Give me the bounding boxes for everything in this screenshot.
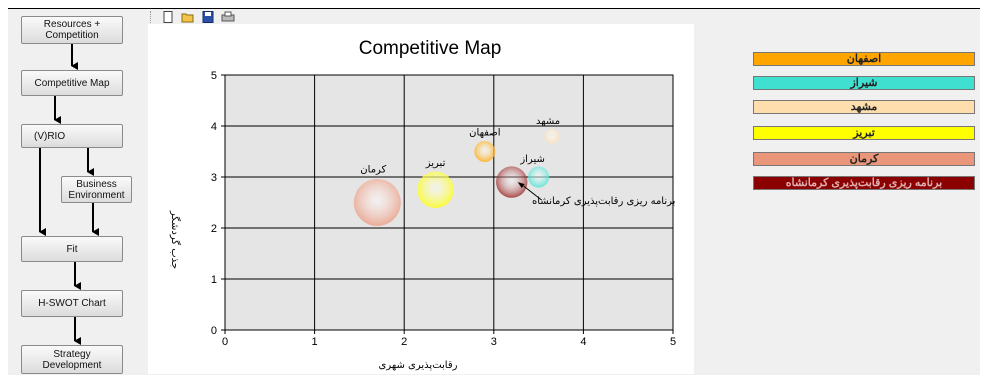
legend-item: شیراز — [753, 76, 975, 90]
open-folder-icon[interactable] — [181, 11, 195, 23]
point-label: اصفهان — [469, 128, 500, 139]
y-tick-label: 5 — [211, 70, 217, 82]
x-tick-label: 5 — [670, 336, 676, 348]
x-tick-label: 3 — [491, 336, 497, 348]
point-bubble — [474, 141, 495, 162]
point-bubble — [354, 179, 401, 226]
x-tick-label: 2 — [401, 336, 407, 348]
x-tick-label: 0 — [222, 336, 228, 348]
chart-title: Competitive Map — [359, 38, 502, 59]
point-bubble — [417, 171, 454, 208]
point-bubble — [545, 129, 560, 144]
legend-item: اصفهان — [753, 52, 975, 66]
flow-arrows — [0, 0, 150, 378]
point-bubble — [528, 167, 549, 188]
legend-item: کرمان — [753, 152, 975, 166]
point-label: تبریز — [425, 158, 446, 169]
y-tick-label: 1 — [211, 274, 217, 286]
new-file-icon[interactable] — [161, 11, 175, 23]
data-point — [496, 166, 527, 197]
point-bubble — [496, 166, 527, 197]
y-tick-label: 4 — [211, 121, 217, 133]
point-label: مشهد — [536, 116, 560, 127]
legend-item: برنامه ریزی رقابت‌پذیری کرمانشاه — [753, 176, 975, 190]
toolbar — [150, 10, 235, 24]
legend-item: تبریز — [753, 126, 975, 140]
competitive-map-chart: Competitive Map 0 1 2 3 4 5 0 1 2 3 4 5 اصفهان مشهد ش… — [148, 24, 694, 374]
y-tick-label: 2 — [211, 223, 217, 235]
x-axis-label: رقابت‌پذیری شهری — [379, 360, 458, 371]
print-icon[interactable] — [221, 11, 235, 23]
y-tick-label: 0 — [211, 325, 217, 337]
annotation-label: برنامه ریزی رقابت‌پذیری کرمانشاه — [532, 196, 675, 207]
toolbar-grip — [150, 11, 153, 23]
save-icon[interactable] — [201, 11, 215, 23]
y-axis-label: جذب گردشگر — [169, 210, 181, 269]
legend-item: مشهد — [753, 100, 975, 114]
x-tick-label: 1 — [312, 336, 318, 348]
x-tick-label: 4 — [580, 336, 586, 348]
point-label: شیراز — [519, 154, 545, 165]
y-tick-label: 3 — [211, 172, 217, 184]
point-label: کرمان — [360, 165, 386, 176]
